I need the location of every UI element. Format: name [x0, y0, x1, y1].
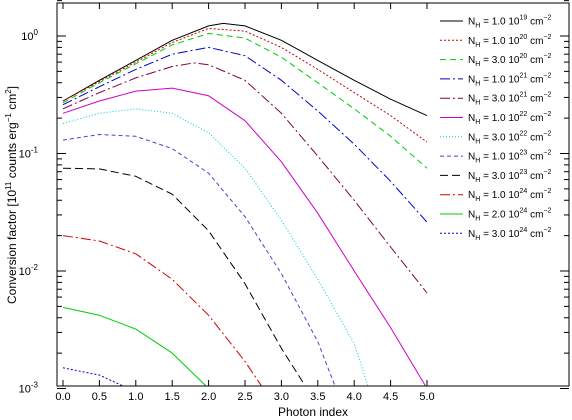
legend-label-4: NH = 3.0 1021 cm−2	[468, 92, 551, 107]
series-line-9	[62, 235, 263, 386]
legend-label-5: NH = 1.0 1022 cm−2	[468, 111, 551, 126]
series-line-11	[62, 367, 125, 386]
x-tick-label: 0.0	[55, 391, 70, 403]
legend-label-6: NH = 3.0 1022 cm−2	[468, 130, 551, 145]
legend-label-11: NH = 3.0 1024 cm−2	[468, 227, 551, 242]
y-tick-label: 10-1	[19, 146, 39, 161]
x-tick-label: 0.5	[92, 391, 107, 403]
x-tick-label: 5.0	[419, 391, 434, 403]
y-tick-label: 10-2	[19, 263, 39, 278]
axis-ticks	[57, 0, 569, 389]
series-line-8	[62, 167, 306, 386]
x-axis-title: Photon index	[278, 405, 348, 419]
x-tick-label: 2.5	[237, 391, 252, 403]
series-line-6	[62, 108, 369, 386]
legend-label-9: NH = 1.0 1024 cm−2	[468, 188, 551, 203]
legend-label-2: NH = 3.0 1020 cm−2	[468, 53, 551, 68]
series-line-5	[62, 87, 427, 386]
legend-label-0: NH = 1.0 1019 cm−2	[468, 15, 551, 30]
y-tick-labels: 100 10-1 10-2 10-3	[19, 28, 39, 396]
x-tick-label: 4.0	[347, 391, 362, 403]
x-tick-label: 3.5	[310, 391, 325, 403]
y-axis-title: Conversion factor [1011 counts erg−1 cm2…	[4, 86, 19, 304]
legend-label-1: NH = 1.0 1020 cm−2	[468, 34, 551, 49]
x-tick-label: 1.5	[165, 391, 180, 403]
legend-label-10: NH = 2.0 1024 cm−2	[468, 208, 551, 223]
series-line-4	[62, 62, 428, 294]
series-line-10	[62, 306, 207, 386]
x-tick-label: 4.5	[383, 391, 398, 403]
series-line-3	[62, 46, 428, 223]
legend: NH = 1.0 1019 cm−2 NH = 1.0 1020 cm−2 NH =…	[440, 15, 551, 242]
series-line-7	[62, 134, 336, 386]
series-curves	[62, 22, 428, 386]
x-tick-label: 1.0	[128, 391, 143, 403]
y-tick-label: 100	[21, 28, 38, 43]
series-line-2	[62, 33, 428, 169]
x-tick-label: 2.0	[201, 391, 216, 403]
legend-label-8: NH = 3.0 1023 cm−2	[468, 169, 551, 184]
legend-label-7: NH = 1.0 1023 cm−2	[468, 150, 551, 165]
y-tick-label: 10-3	[19, 381, 39, 396]
series-line-0	[62, 22, 428, 117]
x-tick-label: 3.0	[274, 391, 289, 403]
x-tick-labels: 0.0 0.5 1.0 1.5 2.0 2.5 3.0 3.5 4.0 4.5 5.0	[55, 391, 434, 403]
plot-frame	[56, 2, 570, 387]
series-line-1	[62, 27, 428, 143]
legend-label-3: NH = 1.0 1021 cm−2	[468, 72, 551, 87]
